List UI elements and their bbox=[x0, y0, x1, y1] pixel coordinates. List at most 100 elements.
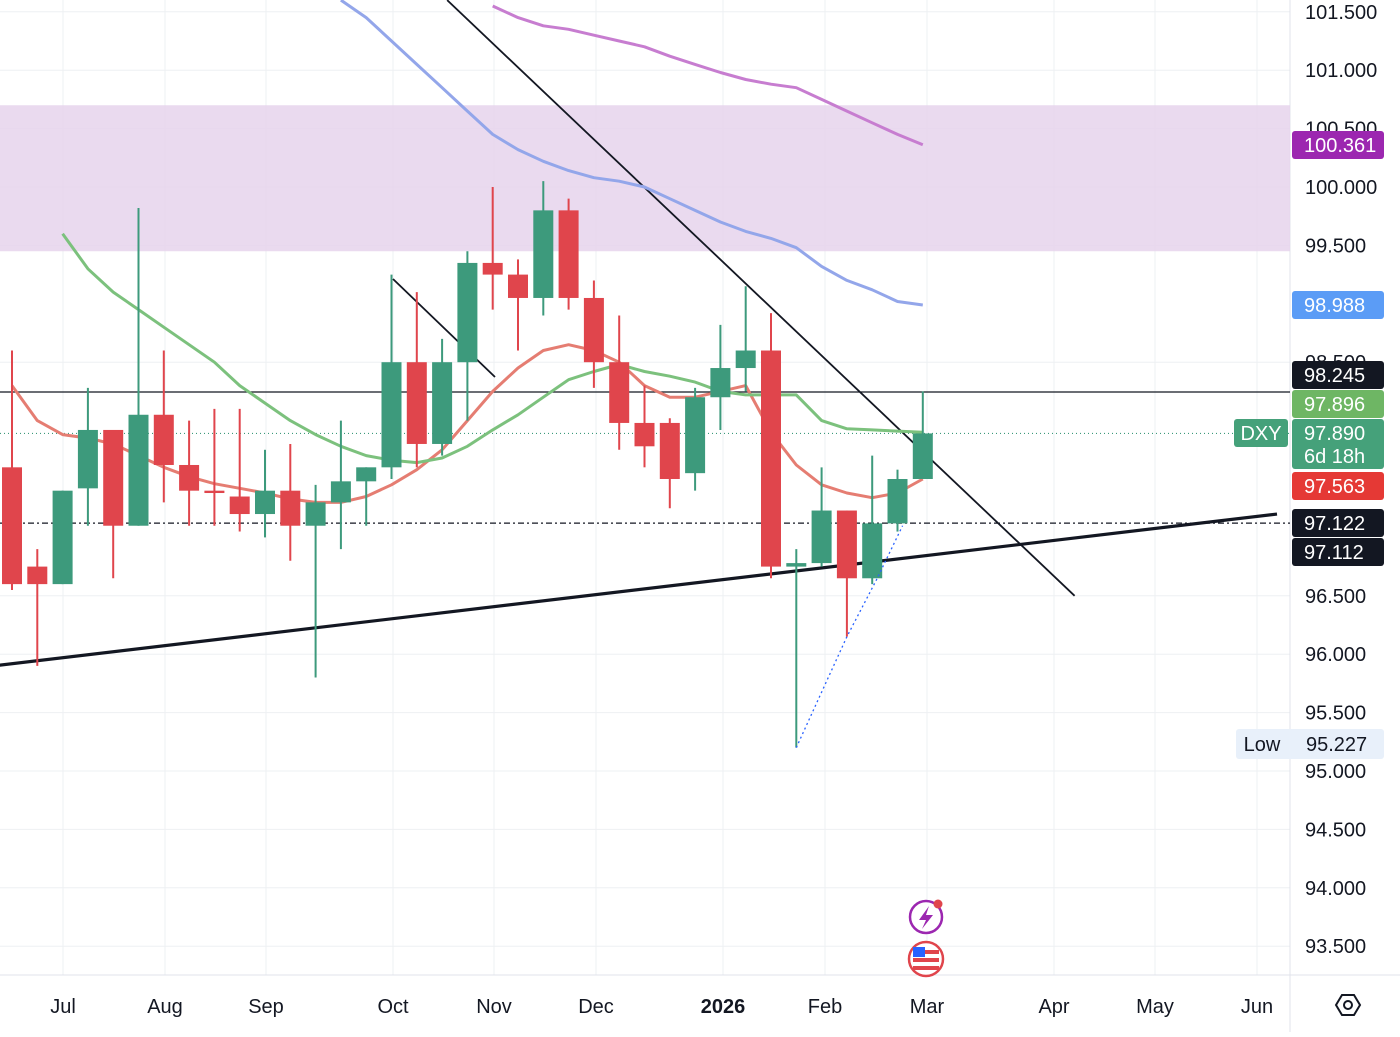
candle bbox=[508, 259, 528, 351]
y-tick-label: 101.000 bbox=[1305, 60, 1377, 82]
candle-body bbox=[406, 362, 427, 444]
candle bbox=[583, 280, 604, 388]
time-axis[interactable]: Jul Aug Sep Oct Nov Dec 2026 Feb Mar Apr May Jun bbox=[50, 996, 1273, 1018]
trendlines[interactable] bbox=[0, 0, 1278, 668]
candle-body bbox=[583, 297, 604, 363]
candle bbox=[887, 469, 908, 532]
candle-body bbox=[811, 510, 832, 564]
candle-body bbox=[356, 467, 377, 482]
price-tag-bg bbox=[1292, 390, 1384, 418]
candle bbox=[330, 420, 351, 550]
price-tag: Low 95.227 bbox=[1236, 729, 1384, 759]
price-tag: 98.245 bbox=[1292, 361, 1384, 389]
price-tag: 97.896 bbox=[1292, 390, 1384, 418]
candle bbox=[356, 467, 377, 526]
low-tag-value: 95.227 bbox=[1306, 734, 1367, 756]
candle bbox=[27, 549, 48, 666]
candle-body bbox=[103, 429, 124, 526]
price-tag-bg bbox=[1292, 131, 1384, 159]
candle-body bbox=[912, 433, 933, 479]
candle bbox=[406, 292, 427, 468]
x-tick-label: 2026 bbox=[701, 996, 746, 1018]
settings-icon-center bbox=[1343, 1000, 1353, 1010]
candle bbox=[77, 387, 98, 526]
flag-icon-canton bbox=[913, 947, 925, 957]
x-tick-label: Jul bbox=[50, 996, 76, 1018]
moving-average-line bbox=[492, 4, 924, 147]
candles bbox=[2, 181, 933, 748]
candle bbox=[862, 455, 883, 585]
candle-body bbox=[179, 464, 200, 491]
resistance-zone-rect bbox=[0, 105, 1290, 252]
y-tick-label: 93.500 bbox=[1305, 936, 1366, 958]
candle bbox=[811, 467, 832, 567]
candle-body bbox=[153, 414, 174, 465]
low-connector-line bbox=[795, 525, 904, 748]
price-tag-bg bbox=[1292, 509, 1384, 537]
candle-body bbox=[77, 429, 98, 489]
price-tag-bg bbox=[1292, 472, 1384, 500]
candle-body bbox=[862, 523, 883, 579]
x-tick-label: May bbox=[1136, 996, 1174, 1018]
candle bbox=[381, 274, 402, 479]
price-tag-text: 97.112 bbox=[1304, 542, 1364, 564]
candle bbox=[634, 385, 655, 468]
y-tick-label: 96.500 bbox=[1305, 586, 1366, 608]
price-tag: 98.988 bbox=[1292, 291, 1384, 319]
candle-body bbox=[508, 274, 528, 298]
candle-body bbox=[280, 490, 301, 526]
candle-body bbox=[305, 502, 326, 526]
candle-body bbox=[533, 210, 554, 298]
x-tick-label: Apr bbox=[1038, 996, 1069, 1018]
candle-body bbox=[634, 422, 655, 447]
candle bbox=[912, 391, 933, 479]
low-tag-label: Low bbox=[1244, 734, 1281, 756]
symbol-tag-text: DXY bbox=[1240, 423, 1281, 445]
moving-average-line bbox=[340, 0, 924, 307]
candle-body bbox=[432, 362, 453, 444]
candle bbox=[761, 313, 781, 579]
last-price-tag-bg bbox=[1292, 419, 1384, 469]
candle-body bbox=[229, 496, 250, 515]
flag-icon-stripe bbox=[913, 966, 939, 970]
low-tag-bg bbox=[1236, 729, 1384, 759]
candle bbox=[204, 408, 225, 526]
y-tick-label: 94.500 bbox=[1305, 819, 1366, 841]
x-tick-label: Dec bbox=[578, 996, 614, 1018]
price-tag-text: 100.361 bbox=[1304, 135, 1376, 157]
candle bbox=[255, 449, 275, 538]
price-tag: 97.122 bbox=[1292, 509, 1384, 537]
candle-body bbox=[786, 563, 807, 567]
candle bbox=[710, 324, 731, 430]
y-tick-label: 94.000 bbox=[1305, 878, 1366, 900]
candle-body bbox=[27, 566, 48, 585]
candle-body bbox=[2, 467, 22, 585]
candle bbox=[305, 484, 326, 678]
candle bbox=[229, 408, 250, 532]
x-tick-label: Oct bbox=[377, 996, 409, 1018]
symbol-tag-bg bbox=[1234, 419, 1288, 447]
candle bbox=[558, 198, 579, 310]
candle bbox=[179, 420, 200, 526]
candle-body bbox=[204, 490, 225, 494]
price-tag-text: 98.245 bbox=[1304, 365, 1365, 387]
us-flag-icon bbox=[907, 940, 945, 978]
price-tag-bg bbox=[1292, 538, 1384, 566]
lightning-icon-dot bbox=[933, 899, 943, 909]
candle-body bbox=[381, 362, 402, 468]
x-tick-label: Feb bbox=[808, 996, 842, 1018]
price-tag-bg bbox=[1292, 361, 1384, 389]
candle-body bbox=[330, 481, 351, 503]
candle bbox=[432, 338, 453, 456]
y-tick-label: 95.500 bbox=[1305, 703, 1366, 725]
candle-body bbox=[609, 362, 630, 423]
price-tag-text: 97.122 bbox=[1304, 513, 1365, 535]
event-icons[interactable] bbox=[907, 899, 1362, 1016]
x-tick-label: Sep bbox=[248, 996, 284, 1018]
candle bbox=[457, 251, 478, 421]
candle-body bbox=[685, 397, 706, 474]
